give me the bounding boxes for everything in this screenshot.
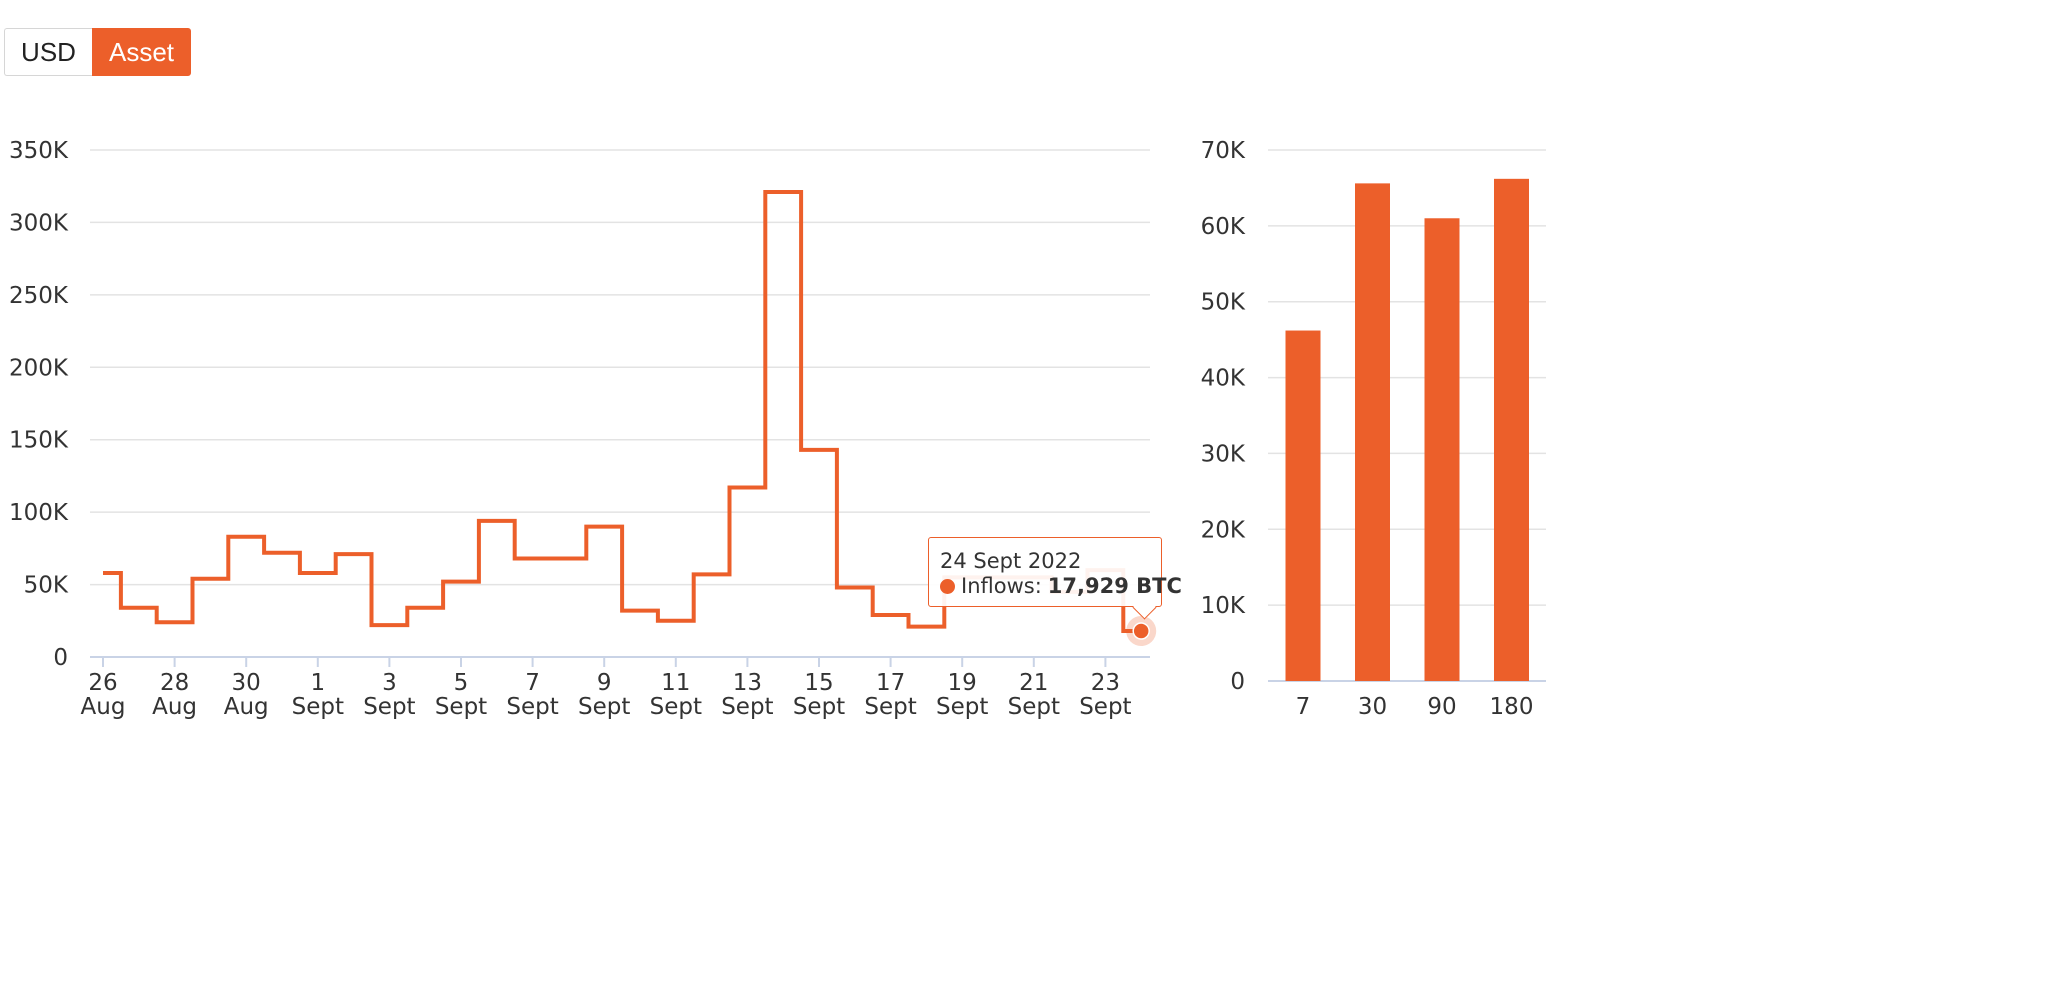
- x-tick-month: Sept: [506, 694, 558, 720]
- highlight-point: [1132, 622, 1150, 640]
- inflows-tooltip: 24 Sept 2022 Inflows: 17,929 BTC: [928, 537, 1182, 620]
- x-tick-day: 1: [310, 670, 325, 696]
- y-tick-label: 200K: [9, 355, 69, 381]
- x-tick-day: 17: [876, 670, 905, 696]
- y-tick-label: 350K: [9, 138, 69, 164]
- x-tick-month: Sept: [936, 694, 988, 720]
- tooltip-date: 24 Sept 2022: [940, 549, 1082, 573]
- tooltip-value: 17,929 BTC: [1047, 574, 1182, 598]
- x-tick-month: Sept: [578, 694, 630, 720]
- x-tick-day: 26: [88, 670, 117, 696]
- x-tick-day: 15: [804, 670, 833, 696]
- x-tick-month: Sept: [1008, 694, 1060, 720]
- bar: [1285, 330, 1321, 681]
- bar-y-tick-label: 60K: [1201, 214, 1246, 240]
- y-tick-label: 50K: [24, 573, 69, 599]
- x-tick-day: 13: [733, 670, 762, 696]
- x-tick-month: Sept: [864, 694, 916, 720]
- x-tick-month: Sept: [363, 694, 415, 720]
- bar-y-tick-label: 10K: [1201, 593, 1246, 619]
- bar: [1424, 218, 1460, 681]
- x-tick-month: Aug: [81, 694, 126, 720]
- x-tick-month: Sept: [650, 694, 702, 720]
- bar-y-tick-label: 30K: [1201, 441, 1246, 467]
- y-tick-label: 150K: [9, 428, 69, 454]
- x-tick-month: Sept: [1079, 694, 1131, 720]
- x-tick-day: 5: [454, 670, 469, 696]
- x-tick-month: Sept: [435, 694, 487, 720]
- tooltip-row: Inflows: 17,929 BTC: [940, 573, 1182, 599]
- x-tick-day: 11: [661, 670, 690, 696]
- currency-toggle: USD Asset: [4, 28, 191, 78]
- series-dot-icon: [940, 578, 955, 594]
- x-tick-day: 3: [382, 670, 397, 696]
- x-tick-day: 21: [1019, 670, 1048, 696]
- bar-x-tick-label: 30: [1358, 694, 1387, 720]
- x-tick-month: Aug: [224, 694, 269, 720]
- x-tick-month: Sept: [721, 694, 773, 720]
- bar-y-tick-label: 70K: [1201, 138, 1246, 164]
- x-tick-day: 23: [1091, 670, 1120, 696]
- x-tick-month: Sept: [793, 694, 845, 720]
- bar: [1355, 183, 1390, 681]
- bar-y-tick-label: 0: [1230, 669, 1245, 695]
- y-tick-label: 300K: [9, 210, 69, 236]
- x-tick-day: 30: [232, 670, 261, 696]
- x-tick-day: 9: [597, 670, 612, 696]
- tooltip-series-label: Inflows:: [961, 574, 1042, 598]
- y-tick-label: 100K: [9, 500, 69, 526]
- usd-toggle-button[interactable]: USD: [4, 28, 92, 76]
- bar-x-tick-label: 7: [1296, 694, 1311, 720]
- x-tick-day: 28: [160, 670, 189, 696]
- bar-y-tick-label: 50K: [1201, 290, 1246, 316]
- x-tick-month: Aug: [152, 694, 197, 720]
- bar-x-tick-label: 90: [1427, 694, 1456, 720]
- y-tick-label: 250K: [9, 283, 69, 309]
- bar-y-tick-label: 40K: [1201, 366, 1246, 392]
- x-tick-day: 19: [948, 670, 977, 696]
- bar-x-tick-label: 180: [1490, 694, 1534, 720]
- bar: [1494, 178, 1529, 681]
- bar-y-tick-label: 20K: [1201, 517, 1246, 543]
- x-tick-month: Sept: [292, 694, 344, 720]
- asset-toggle-button[interactable]: Asset: [92, 28, 191, 76]
- x-tick-day: 7: [525, 670, 540, 696]
- y-tick-label: 0: [53, 645, 68, 671]
